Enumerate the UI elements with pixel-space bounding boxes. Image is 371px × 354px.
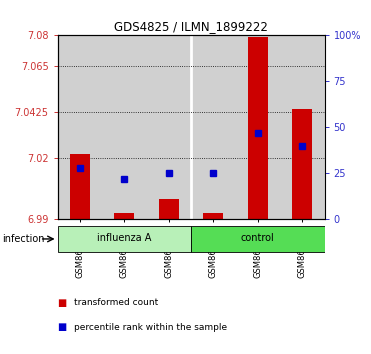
Bar xyxy=(159,199,179,219)
FancyBboxPatch shape xyxy=(191,225,325,252)
Bar xyxy=(147,35,191,219)
Bar xyxy=(70,154,90,219)
Text: infection: infection xyxy=(2,234,45,244)
FancyBboxPatch shape xyxy=(58,225,191,252)
Bar xyxy=(114,213,134,219)
Text: control: control xyxy=(241,233,275,243)
Text: transformed count: transformed count xyxy=(74,298,158,307)
Bar xyxy=(248,38,268,219)
Bar xyxy=(191,35,236,219)
Bar xyxy=(292,109,312,219)
Bar xyxy=(58,35,102,219)
Text: percentile rank within the sample: percentile rank within the sample xyxy=(74,323,227,332)
Text: ■: ■ xyxy=(58,298,67,308)
Bar xyxy=(236,35,280,219)
Bar xyxy=(203,213,223,219)
Bar xyxy=(280,35,325,219)
Bar xyxy=(102,35,147,219)
Text: influenza A: influenza A xyxy=(97,233,151,243)
Text: ■: ■ xyxy=(58,322,67,332)
Title: GDS4825 / ILMN_1899222: GDS4825 / ILMN_1899222 xyxy=(114,20,268,33)
